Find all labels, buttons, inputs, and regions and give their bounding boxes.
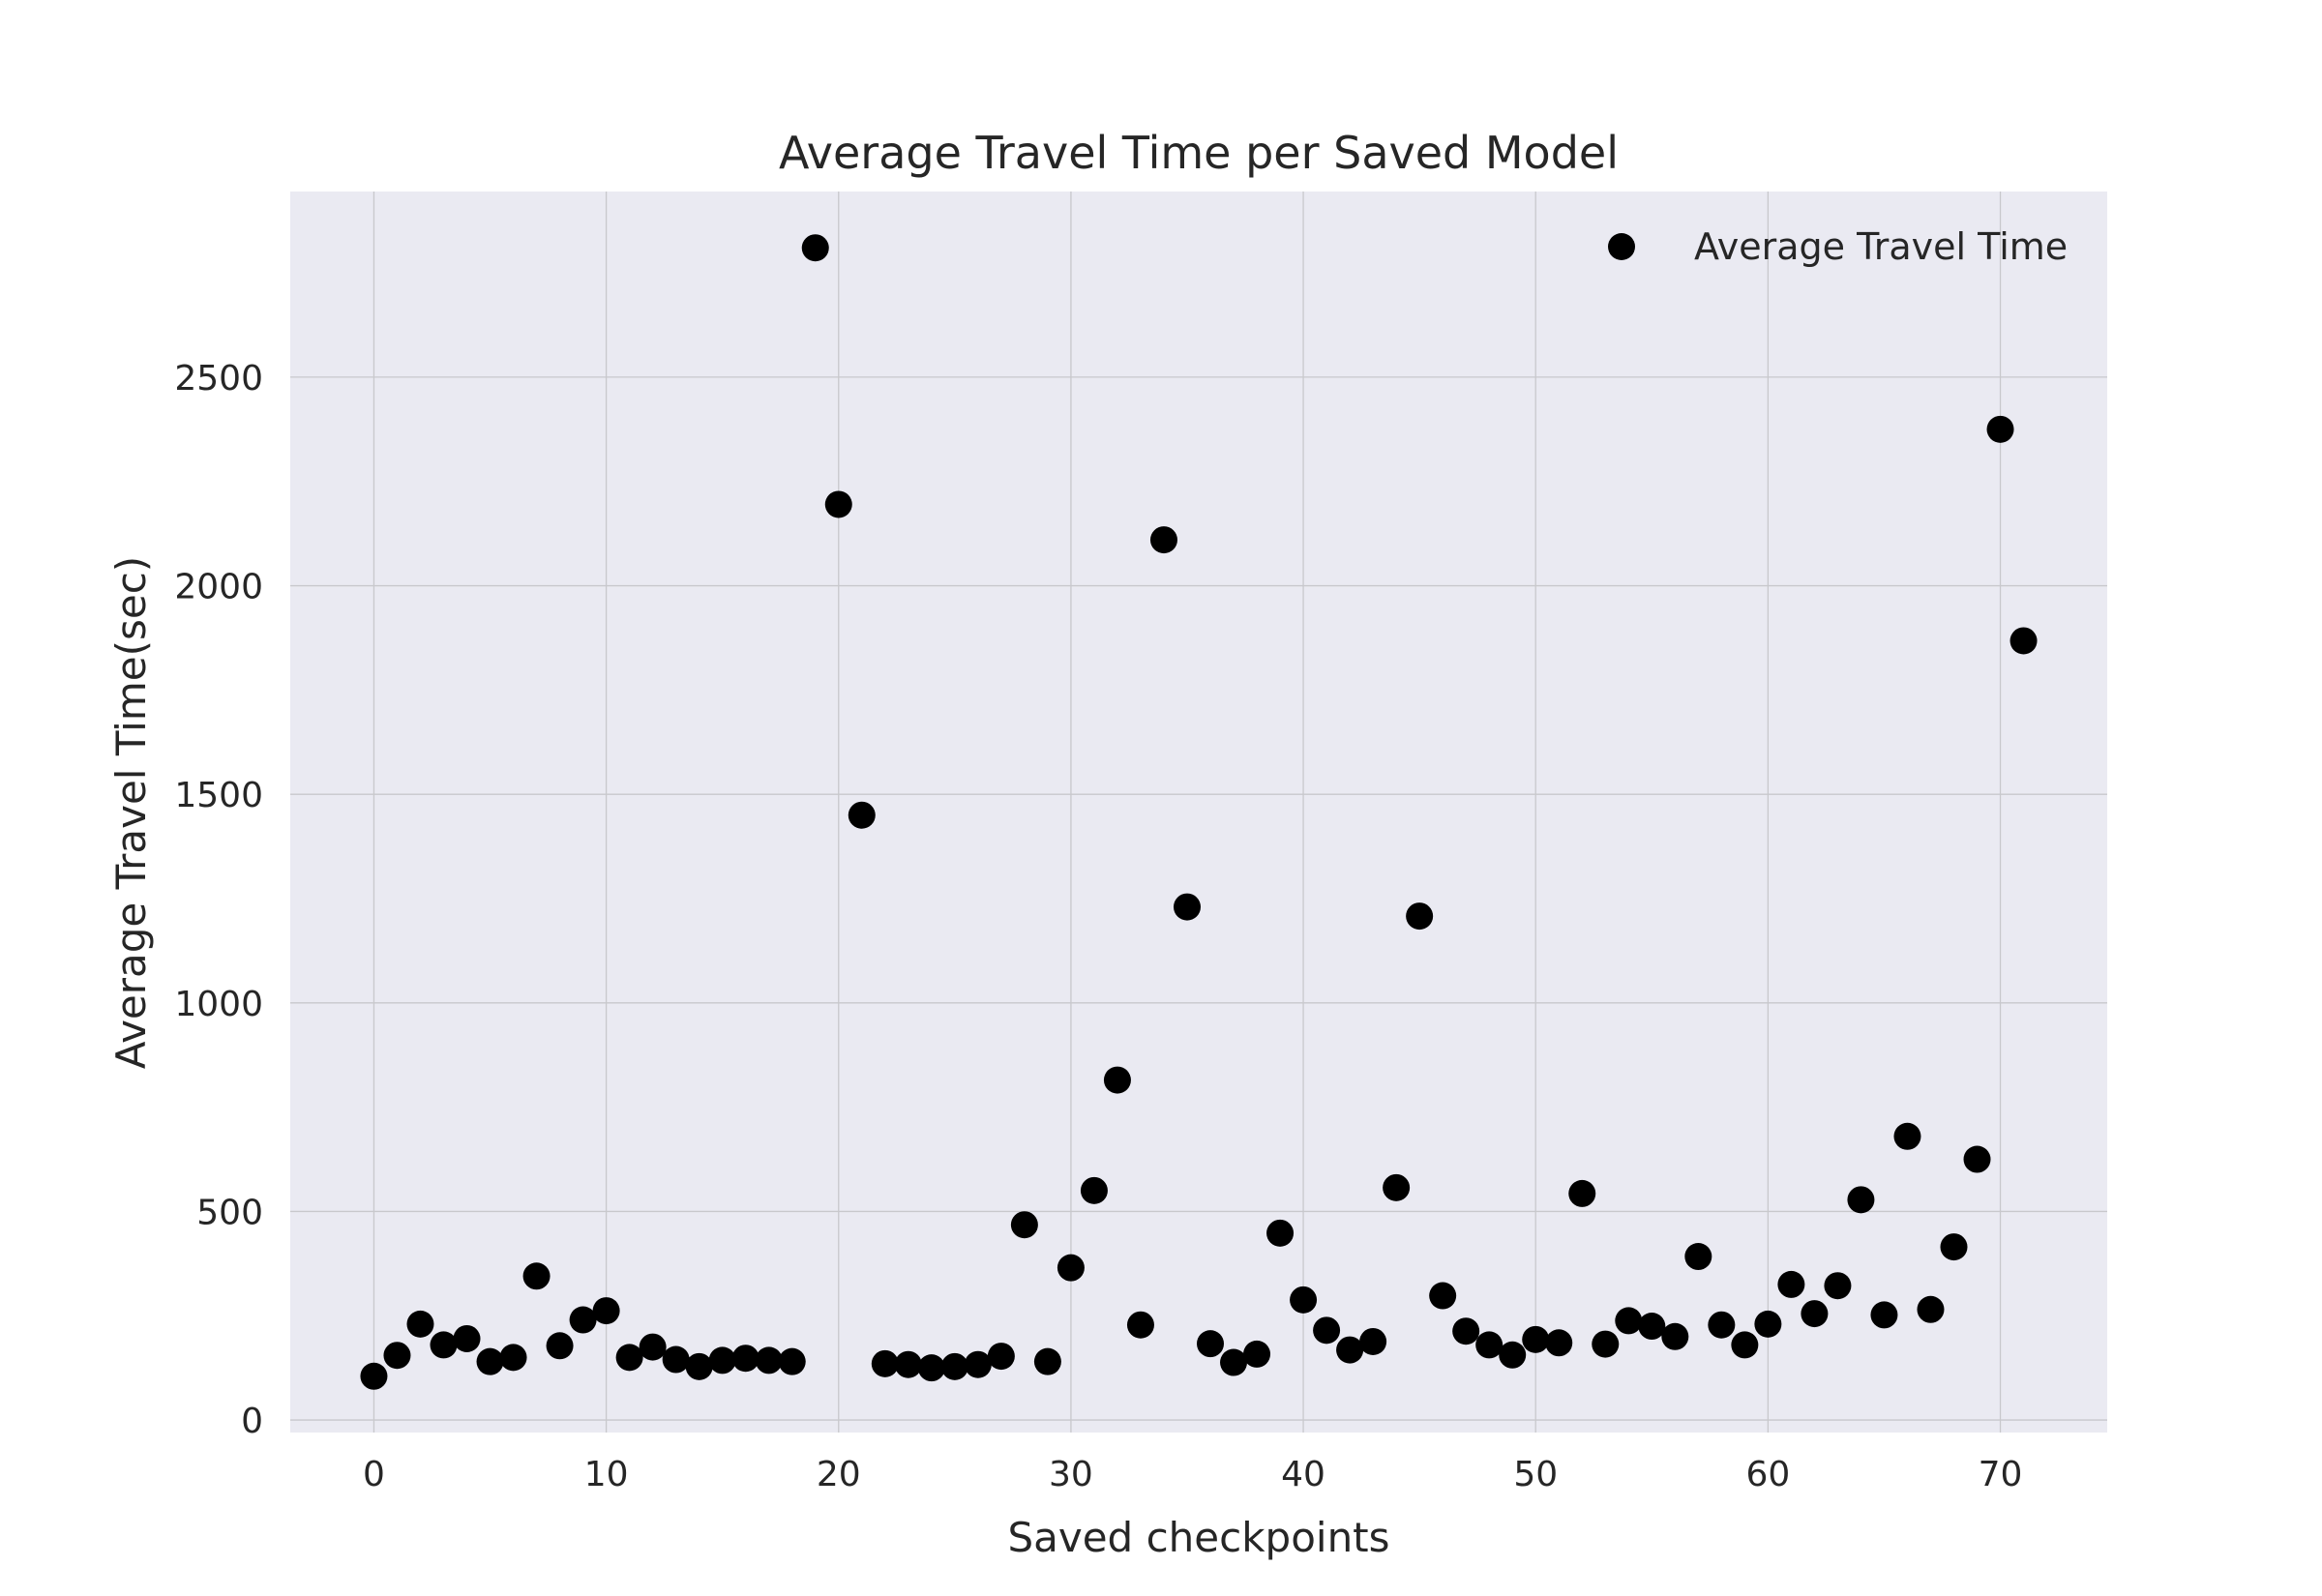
data-point — [1893, 1122, 1921, 1150]
data-point — [1615, 1307, 1643, 1335]
data-point — [1801, 1300, 1829, 1328]
data-point — [1917, 1295, 1945, 1323]
data-point — [522, 1262, 551, 1290]
grid — [290, 192, 2107, 1433]
data-point — [1313, 1316, 1341, 1345]
data-point — [1522, 1325, 1550, 1353]
data-point — [1197, 1330, 1225, 1358]
data-point — [1708, 1311, 1736, 1339]
data-point — [1754, 1310, 1782, 1338]
data-point — [1243, 1340, 1271, 1368]
data-point — [871, 1349, 899, 1377]
y-tick-label: 2000 — [174, 568, 263, 607]
data-point — [1173, 893, 1201, 921]
data-point — [476, 1347, 504, 1375]
x-tick-label: 40 — [1281, 1455, 1325, 1494]
data-point — [1661, 1322, 1689, 1350]
data-point — [1126, 1311, 1154, 1339]
legend: Average Travel Time — [1608, 225, 2068, 268]
data-point — [1731, 1331, 1759, 1359]
legend-marker — [1608, 233, 1635, 260]
data-point — [708, 1346, 736, 1374]
data-point — [1220, 1348, 1248, 1376]
data-point — [917, 1354, 945, 1382]
data-point — [801, 234, 829, 262]
data-point — [1033, 1347, 1061, 1375]
data-point — [1847, 1186, 1875, 1214]
data-point — [1010, 1211, 1038, 1239]
data-point — [940, 1352, 968, 1380]
data-point — [1080, 1176, 1108, 1204]
x-tick-label: 60 — [1745, 1455, 1790, 1494]
data-point — [1940, 1233, 1968, 1261]
data-point — [662, 1345, 690, 1374]
data-point — [1429, 1282, 1457, 1310]
data-point — [1963, 1145, 1991, 1173]
x-tick-label: 10 — [584, 1455, 629, 1494]
scatter-points — [360, 234, 2038, 1390]
data-point — [824, 490, 852, 518]
data-point — [1870, 1301, 1898, 1329]
data-point — [639, 1333, 667, 1361]
data-point — [2009, 627, 2038, 655]
data-point — [1290, 1286, 1318, 1314]
data-point — [1359, 1327, 1387, 1355]
data-point — [569, 1306, 597, 1334]
data-point — [1777, 1270, 1805, 1298]
data-point — [1499, 1341, 1527, 1369]
data-point — [360, 1362, 388, 1390]
y-tick-labels: 0 500 1000 1500 2000 2500 — [174, 359, 263, 1441]
data-point — [1568, 1179, 1596, 1207]
data-point — [987, 1343, 1015, 1371]
data-point — [615, 1344, 643, 1372]
data-point — [1336, 1336, 1364, 1364]
data-point — [1452, 1317, 1480, 1345]
data-point — [685, 1352, 713, 1380]
data-point — [1684, 1243, 1712, 1271]
y-tick-label: 0 — [241, 1402, 263, 1441]
data-point — [964, 1350, 992, 1378]
data-point — [894, 1350, 922, 1378]
data-point — [1545, 1329, 1573, 1357]
data-point — [406, 1310, 434, 1338]
y-tick-label: 500 — [196, 1193, 263, 1232]
x-tick-label: 30 — [1049, 1455, 1093, 1494]
x-tick-label: 0 — [363, 1455, 385, 1494]
x-tick-label: 20 — [817, 1455, 861, 1494]
data-point — [592, 1297, 620, 1325]
data-point — [1057, 1254, 1085, 1282]
x-tick-labels: 0 10 20 30 40 50 60 70 — [363, 1455, 2022, 1494]
data-point — [453, 1324, 481, 1352]
x-tick-label: 70 — [1979, 1455, 2023, 1494]
data-point — [1383, 1173, 1411, 1201]
y-tick-label: 1000 — [174, 985, 263, 1024]
data-point — [1475, 1331, 1503, 1359]
y-tick-label: 1500 — [174, 776, 263, 815]
data-point — [499, 1344, 527, 1372]
data-point — [731, 1345, 759, 1373]
chart-title: Average Travel Time per Saved Model — [779, 127, 1619, 179]
x-tick-label: 50 — [1513, 1455, 1558, 1494]
data-point — [1103, 1066, 1131, 1094]
data-point — [1824, 1272, 1852, 1300]
data-point — [1592, 1330, 1620, 1358]
data-point — [546, 1332, 574, 1360]
y-axis-label: Average Travel Time(sec) — [107, 556, 155, 1069]
data-point — [383, 1342, 411, 1370]
plot-area — [290, 192, 2107, 1433]
data-point — [848, 801, 876, 829]
data-point — [778, 1347, 806, 1375]
x-axis-label: Saved checkpoints — [1007, 1514, 1389, 1561]
data-point — [1638, 1313, 1666, 1341]
data-point — [1266, 1219, 1295, 1247]
data-point — [1986, 415, 2014, 443]
legend-label: Average Travel Time — [1694, 225, 2068, 268]
data-point — [755, 1346, 783, 1374]
y-tick-label: 2500 — [174, 359, 263, 399]
data-point — [1406, 902, 1434, 931]
data-point — [1149, 526, 1177, 554]
data-point — [430, 1331, 458, 1359]
